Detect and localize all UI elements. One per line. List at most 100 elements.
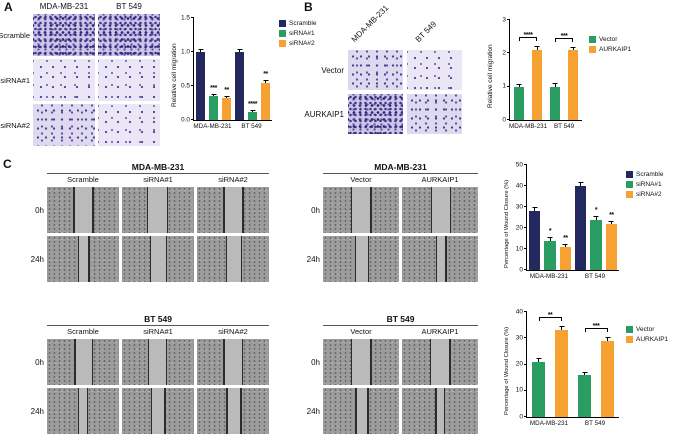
y-tick-label: 0 xyxy=(519,265,523,273)
column-header: MDA-MB-231 xyxy=(349,3,391,45)
y-tick-label: 1.5 xyxy=(180,13,190,21)
legend-swatch xyxy=(589,46,596,53)
y-tick-mark xyxy=(507,85,510,87)
x-category-label: BT 549 xyxy=(584,273,606,280)
legend-item: Scramble xyxy=(626,171,663,178)
plot-area: 0 10 20 30 40 ** *** xyxy=(516,308,619,419)
y-axis-label: Relative cell migration xyxy=(487,44,494,108)
image-row: 24h xyxy=(298,236,478,282)
significance-label: *** xyxy=(592,322,600,330)
wound-image xyxy=(323,339,399,385)
bar-groups: * ** * ** xyxy=(527,165,619,270)
legend: Vector AURKAIP1 xyxy=(589,36,631,53)
error-bar xyxy=(534,46,540,50)
bar xyxy=(531,50,543,120)
row-label: 0h xyxy=(35,357,44,367)
legend-item: siRNA#1 xyxy=(279,30,316,37)
wound-edge xyxy=(240,388,242,434)
plot-area: 0 10 20 30 40 50 * ** * ** xyxy=(516,161,619,272)
error-bar xyxy=(570,46,576,50)
error-bar xyxy=(562,243,568,247)
image-row: 24h xyxy=(22,388,269,434)
block-column-labels: Scramble siRNA#1 siRNA#2 xyxy=(47,327,269,336)
error-bar xyxy=(605,336,610,341)
y-tick-label: 2 xyxy=(502,49,506,57)
column-header: siRNA#2 xyxy=(218,175,248,184)
legend-item: siRNA#2 xyxy=(279,40,316,47)
panel-a: A MDA-MB-231 BT 549 Scramble siRNA#1 siRNA#… xyxy=(0,0,340,157)
y-tick-label: 0 xyxy=(502,115,506,123)
significance-star: *** xyxy=(210,85,217,93)
y-tick-label: 40 xyxy=(515,181,523,189)
transwell-image xyxy=(407,50,462,90)
error-bar xyxy=(263,79,268,83)
block-title: MDA-MB-231 xyxy=(323,162,478,174)
chart-main: 0.0 0.5 1.0 1.5 *** ** **** ** MDA-MB-231 BT 549 xyxy=(181,14,272,130)
legend-label: Vector xyxy=(636,326,655,333)
wound-edge xyxy=(150,388,153,434)
panel-c-block-mda-vector: MDA-MB-231 Vector AURKAIP1 0h 24h xyxy=(298,162,478,282)
error-bar xyxy=(516,84,522,87)
category-group: *** xyxy=(546,20,582,120)
wound-edge xyxy=(445,236,447,282)
row-label: 0h xyxy=(311,205,320,215)
bar xyxy=(590,219,602,270)
y-tick-label: 30 xyxy=(515,334,523,341)
wound-edge xyxy=(242,187,244,233)
error-bar xyxy=(198,49,203,52)
bar xyxy=(555,330,568,417)
error-bar xyxy=(559,326,564,330)
legend-label: siRNA#1 xyxy=(289,30,315,37)
bar xyxy=(247,111,258,120)
image-row: 0h xyxy=(22,187,269,233)
wound-gap xyxy=(351,187,371,233)
y-tick-mark xyxy=(191,17,194,18)
y-tick-mark xyxy=(524,389,527,391)
error-bar xyxy=(552,83,558,86)
bar xyxy=(195,52,206,120)
row-label: 24h xyxy=(30,406,44,416)
x-category-label: BT 549 xyxy=(553,123,575,130)
bar xyxy=(513,86,525,120)
y-tick-label: 0.5 xyxy=(180,81,190,89)
x-category-label: BT 549 xyxy=(241,123,262,130)
bar xyxy=(529,211,541,270)
panel-c: C MDA-MB-231 Scramble siRNA#1 siRNA#2 0h 24h … xyxy=(0,157,685,448)
transwell-image xyxy=(33,104,95,146)
y-tick-label: 10 xyxy=(515,386,523,394)
error-bar xyxy=(536,357,541,362)
significance-star: ** xyxy=(563,234,568,242)
image-row: 24h xyxy=(22,236,269,282)
legend: Vector AURKAIP1 xyxy=(626,326,668,343)
y-tick-label: 1 xyxy=(502,82,506,90)
bar xyxy=(559,246,571,270)
transwell-image xyxy=(33,59,95,101)
row-label: 0h xyxy=(35,205,44,215)
significance-star: ** xyxy=(609,211,614,219)
wound-edge xyxy=(146,187,149,233)
significance-star: **** xyxy=(248,101,257,109)
wound-edge xyxy=(165,339,168,385)
column-header: AURKAIP1 xyxy=(421,175,459,184)
legend-label: Scramble xyxy=(289,20,317,27)
wound-edge xyxy=(73,187,75,233)
y-tick-mark xyxy=(507,119,510,120)
x-category-label: MDA-MB-231 xyxy=(193,123,232,130)
wound-gap xyxy=(75,339,92,385)
bar-groups: **** *** xyxy=(510,20,582,120)
legend-item: AURKAIP1 xyxy=(626,336,668,343)
wound-image xyxy=(122,388,194,434)
wound-image xyxy=(323,236,399,282)
wound-edge xyxy=(354,236,357,282)
y-tick-label: 0.0 xyxy=(180,115,190,123)
wound-gap xyxy=(436,236,446,282)
row-label: AURKAIP1 xyxy=(304,109,344,119)
wound-edge xyxy=(430,187,433,233)
x-category-label: MDA-MB-231 xyxy=(529,420,569,427)
wound-edge xyxy=(435,236,438,282)
y-axis-label: Percentage of Wound Closure (%) xyxy=(504,326,510,415)
panel-a-column-headers: MDA-MB-231 BT 549 xyxy=(33,2,160,11)
x-axis-labels: MDA-MB-231 BT 549 xyxy=(526,273,618,280)
y-tick-mark xyxy=(524,416,527,417)
chart-main: 0 10 20 30 40 50 * ** * ** MDA-MB-231 BT 549 xyxy=(516,161,619,280)
